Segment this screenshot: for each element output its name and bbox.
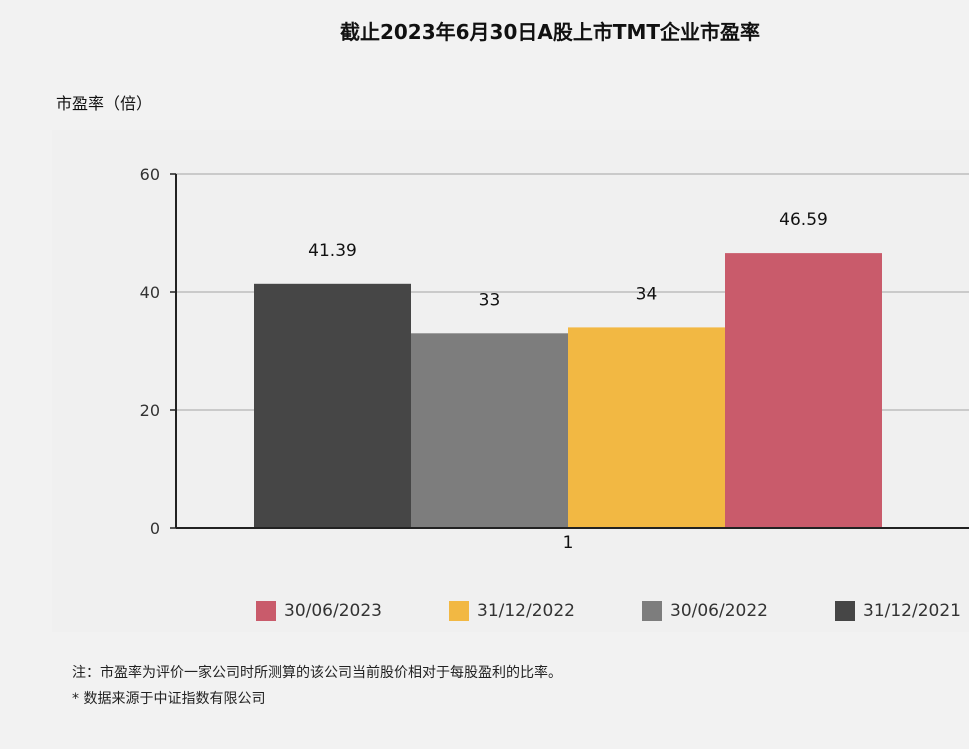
footnote-definition: 注：市盈率为评价一家公司时所测算的该公司当前股价相对于每股盈利的比率。 [72, 665, 562, 681]
x-tick-label: 1 [563, 533, 574, 553]
bar-30/06/2022 [411, 333, 568, 528]
legend-item: 30/06/2022 [642, 601, 768, 621]
chart-title: 截止2023年6月30日A股上市TMT企业市盈率 [339, 20, 761, 44]
bar-31/12/2021 [254, 283, 411, 528]
legend-swatch [256, 601, 276, 621]
legend-label: 31/12/2021 [863, 601, 961, 621]
legend-swatch [835, 601, 855, 621]
data-label: 33 [479, 290, 501, 310]
legend-item: 30/06/2023 [256, 601, 382, 621]
y-tick-label: 0 [150, 519, 160, 538]
chart-legend: 30/06/2023 31/12/2022 30/06/2022 31/12/2021 [0, 601, 969, 625]
bar-30/06/2023 [725, 253, 882, 528]
footnote-source: * 数据来源于中证指数有限公司 [72, 691, 266, 707]
legend-swatch [642, 601, 662, 621]
data-label: 34 [636, 284, 658, 304]
data-label: 46.59 [779, 210, 828, 230]
y-axis-label: 市盈率（倍） [56, 94, 153, 113]
y-tick-label: 40 [140, 283, 160, 302]
legend-label: 30/06/2023 [284, 601, 382, 621]
legend-label: 31/12/2022 [477, 601, 575, 621]
legend-label: 30/06/2022 [670, 601, 768, 621]
y-tick-label: 60 [140, 165, 160, 184]
bar-31/12/2022 [568, 327, 725, 528]
legend-swatch [449, 601, 469, 621]
bar-chart: 41.39 33 34 46.59 0 20 40 60 1 [140, 165, 969, 553]
data-label: 41.39 [308, 241, 357, 261]
footnotes: 注：市盈率为评价一家公司时所测算的该公司当前股价相对于每股盈利的比率。 * 数据… [72, 660, 562, 712]
legend-item: 31/12/2021 [835, 601, 961, 621]
legend-item: 31/12/2022 [449, 601, 575, 621]
y-tick-label: 20 [140, 401, 160, 420]
